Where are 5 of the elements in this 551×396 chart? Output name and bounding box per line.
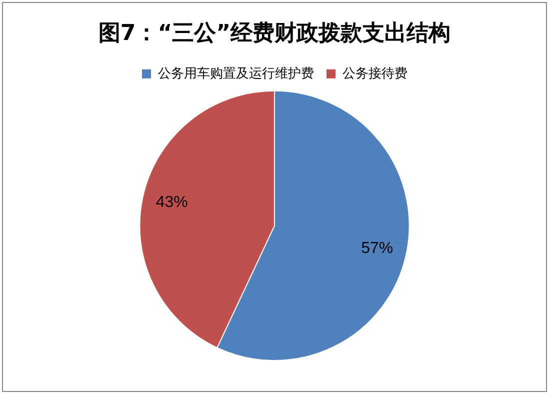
data-label: 57% xyxy=(361,240,394,258)
chart-title: 图7：“三公”经费财政拨款支出结构 xyxy=(98,20,451,46)
legend-label: 公务用车购置及运行维护费 xyxy=(158,66,314,82)
legend-label: 公务接待费 xyxy=(342,66,408,82)
data-label: 43% xyxy=(156,194,188,212)
